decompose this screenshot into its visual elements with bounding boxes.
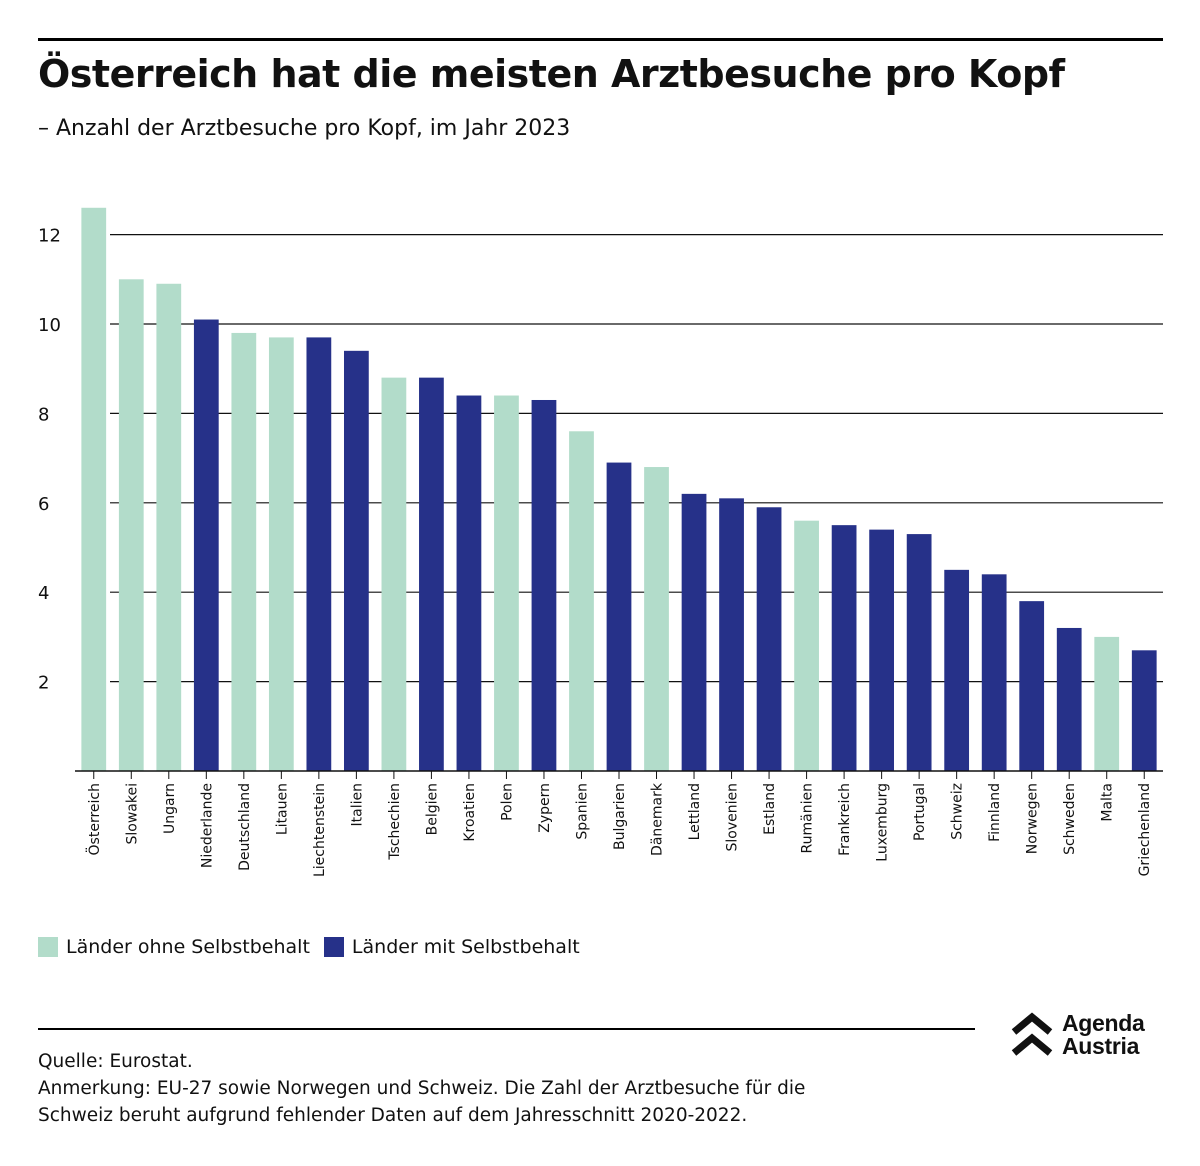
bar-17	[719, 498, 744, 771]
x-tick-label-18: Estland	[762, 783, 778, 835]
bar-25	[1019, 601, 1045, 771]
x-tick-label-24: Finnland	[987, 783, 1003, 842]
x-tick-label-17: Slovenien	[725, 783, 741, 852]
x-tick-label-2: Ungarn	[162, 783, 178, 834]
x-tick-label-19: Rumänien	[800, 783, 816, 853]
bar-13	[569, 431, 594, 771]
bar-22	[906, 534, 932, 771]
legend: Länder ohne Selbstbehalt Länder mit Selb…	[38, 936, 594, 958]
chart-title: Österreich hat die meisten Arztbesuche p…	[38, 52, 1065, 96]
x-tick-label-15: Dänemark	[650, 782, 666, 856]
bar-20	[831, 525, 857, 771]
bar-3	[193, 319, 219, 771]
bar-4	[231, 332, 257, 771]
bar-14	[606, 462, 632, 771]
chart-subtitle: – Anzahl der Arztbesuche pro Kopf, im Ja…	[38, 116, 571, 141]
bar-27	[1094, 636, 1120, 771]
logo-line-2: Austria	[1062, 1033, 1140, 1059]
y-tick-label-6: 6	[38, 494, 49, 515]
bar-23	[944, 569, 970, 771]
chevron-up-logo-icon	[1011, 1012, 1053, 1056]
bar-21	[869, 529, 895, 771]
agenda-austria-logo: Agenda Austria	[1010, 1010, 1170, 1062]
top-rule	[38, 38, 1163, 41]
x-tick-label-27: Malta	[1100, 783, 1116, 822]
legend-item-with: Länder mit Selbstbehalt	[323, 936, 580, 958]
x-tick-label-28: Griechenland	[1137, 783, 1153, 876]
x-tick-label-23: Schweiz	[950, 783, 966, 840]
x-tick-label-26: Schweden	[1062, 783, 1078, 855]
bar-18	[756, 507, 782, 771]
x-tick-label-20: Frankreich	[837, 783, 853, 856]
x-tick-label-4: Deutschland	[237, 783, 253, 871]
bar-7	[343, 350, 369, 771]
bar-6	[306, 337, 332, 771]
y-tick-label-4: 4	[38, 583, 49, 604]
x-tick-label-12: Zypern	[537, 783, 553, 833]
legend-label-without: Länder ohne Selbstbehalt	[66, 936, 310, 958]
footer-notes: Quelle: Eurostat. Anmerkung: EU-27 sowie…	[38, 1048, 805, 1129]
source-note: Quelle: Eurostat.	[38, 1051, 193, 1072]
bar-11	[494, 395, 519, 771]
y-tick-label-8: 8	[38, 404, 49, 425]
x-tick-label-0: Österreich	[85, 783, 103, 855]
bar-8	[381, 377, 407, 771]
x-tick-label-9: Belgien	[424, 783, 440, 835]
x-tick-label-14: Bulgarien	[612, 783, 628, 850]
x-tick-label-8: Tschechien	[387, 783, 403, 861]
bar-12	[531, 399, 557, 771]
x-tick-label-13: Spanien	[574, 783, 590, 840]
y-tick-label-2: 2	[38, 673, 49, 694]
x-tick-label-11: Polen	[499, 783, 515, 821]
bar-28	[1131, 650, 1157, 771]
legend-swatch-without	[38, 937, 58, 957]
x-tick-label-10: Kroatien	[462, 783, 478, 842]
remark-line-1: Anmerkung: EU-27 sowie Norwegen und Schw…	[38, 1078, 806, 1099]
bar-19	[794, 520, 819, 771]
y-tick-label-12: 12	[38, 226, 61, 247]
x-tick-label-1: Slowakei	[124, 783, 140, 844]
x-tick-label-16: Lettland	[687, 783, 703, 840]
x-tick-label-3: Niederlande	[199, 783, 215, 868]
bar-16	[681, 493, 707, 771]
bar-26	[1056, 627, 1082, 771]
logo-line-1: Agenda	[1062, 1010, 1145, 1036]
footer-rule	[38, 1028, 975, 1030]
bar-24	[981, 574, 1007, 771]
bar-1	[118, 279, 144, 771]
bar-2	[156, 283, 182, 771]
bar-10	[456, 395, 482, 771]
bar-5	[268, 337, 294, 771]
legend-label-with: Länder mit Selbstbehalt	[351, 936, 580, 958]
legend-item-without: Länder ohne Selbstbehalt	[38, 936, 310, 958]
bar-15	[644, 467, 669, 771]
bar-0	[81, 207, 107, 771]
x-tick-label-7: Italien	[349, 783, 365, 826]
x-tick-label-6: Liechtenstein	[312, 783, 328, 877]
remark-line-2: Schweiz beruht aufgrund fehlender Daten …	[38, 1105, 748, 1126]
logo-wordmark: Agenda Austria	[1062, 1012, 1145, 1058]
bar-chart: 2 4 6 8 10 12 Österreich Slowakei Ungarn Niederla…	[38, 207, 1163, 877]
legend-swatch-with	[323, 937, 344, 957]
y-tick-label-10: 10	[38, 315, 61, 336]
x-tick-label-5: Litauen	[274, 783, 290, 835]
bar-9	[419, 377, 444, 771]
x-tick-label-22: Portugal	[912, 783, 928, 841]
x-tick-label-21: Luxemburg	[875, 783, 891, 862]
x-tick-label-25: Norwegen	[1025, 783, 1041, 854]
